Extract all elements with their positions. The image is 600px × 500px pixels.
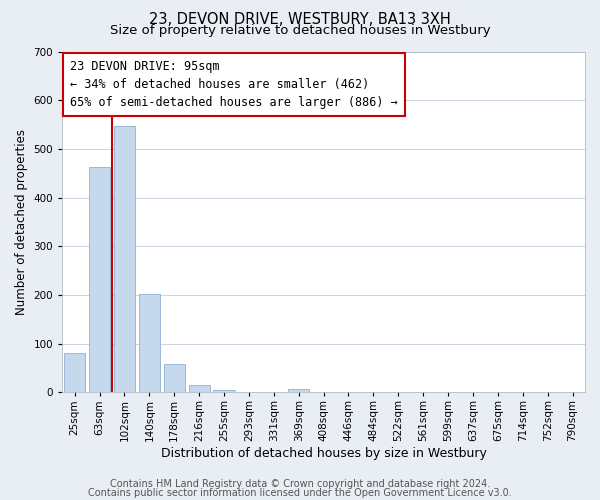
Text: 23, DEVON DRIVE, WESTBURY, BA13 3XH: 23, DEVON DRIVE, WESTBURY, BA13 3XH (149, 12, 451, 28)
Text: Size of property relative to detached houses in Westbury: Size of property relative to detached ho… (110, 24, 490, 37)
Bar (214, 390, 235, 392)
Bar (89, 168, 110, 392)
Text: 23 DEVON DRIVE: 95sqm
← 34% of detached houses are smaller (462)
65% of semi-det: 23 DEVON DRIVE: 95sqm ← 34% of detached … (70, 60, 398, 109)
Bar (188, 385, 210, 392)
Bar (288, 390, 309, 392)
Bar (114, 126, 135, 392)
Bar (164, 364, 185, 392)
Bar (139, 294, 160, 392)
Bar (64, 354, 85, 393)
Text: Contains public sector information licensed under the Open Government Licence v3: Contains public sector information licen… (88, 488, 512, 498)
Text: Contains HM Land Registry data © Crown copyright and database right 2024.: Contains HM Land Registry data © Crown c… (110, 479, 490, 489)
X-axis label: Distribution of detached houses by size in Westbury: Distribution of detached houses by size … (161, 447, 487, 460)
Y-axis label: Number of detached properties: Number of detached properties (15, 129, 28, 315)
